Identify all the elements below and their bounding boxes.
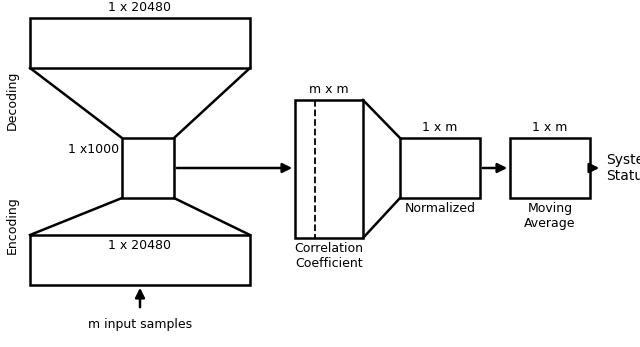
- Bar: [30, 18, 250, 68]
- Text: 1 x m: 1 x m: [532, 121, 568, 134]
- Bar: [510, 138, 590, 198]
- Text: m input samples: m input samples: [88, 318, 192, 331]
- Text: 1 x 20480: 1 x 20480: [109, 239, 172, 252]
- Text: Normalized: Normalized: [404, 202, 476, 215]
- Text: m x m: m x m: [309, 83, 349, 96]
- Text: Correlation
Coefficient: Correlation Coefficient: [294, 242, 364, 270]
- Text: 1 x 20480: 1 x 20480: [109, 1, 172, 14]
- Bar: [400, 138, 480, 198]
- Text: Moving
Average: Moving Average: [524, 202, 576, 230]
- Bar: [122, 138, 174, 198]
- Bar: [295, 100, 363, 238]
- Text: System
Status: System Status: [606, 153, 640, 183]
- Text: 1 x m: 1 x m: [422, 121, 458, 134]
- Bar: [30, 235, 250, 285]
- Text: 1 x1000: 1 x1000: [68, 143, 119, 156]
- Text: Encoding: Encoding: [6, 196, 19, 254]
- Text: Decoding: Decoding: [6, 70, 19, 130]
